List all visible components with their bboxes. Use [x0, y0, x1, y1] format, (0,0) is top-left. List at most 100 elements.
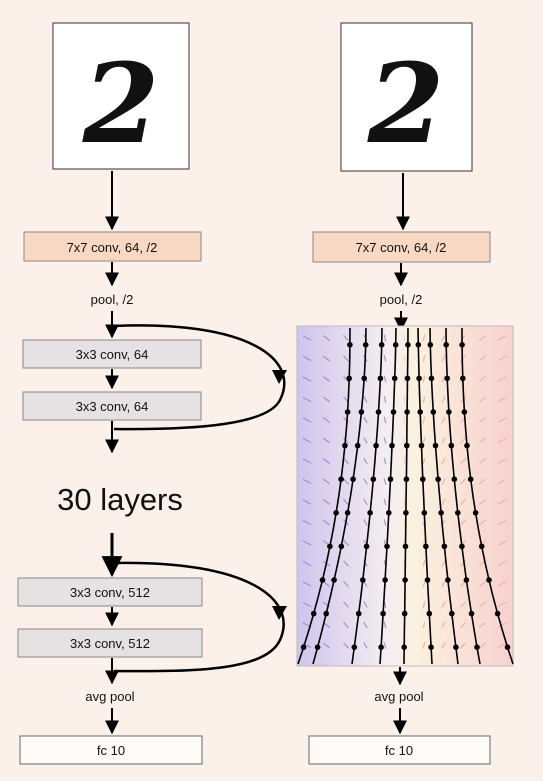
field-arrow: [343, 478, 349, 485]
trajectory-point: [455, 510, 461, 516]
trajectory-point: [421, 510, 428, 516]
trajectory-point: [449, 610, 455, 617]
field-arrow: [302, 519, 312, 526]
trajectory-point: [310, 610, 317, 617]
trajectory-point: [438, 510, 444, 516]
trajectory-point: [384, 543, 390, 550]
right-conv1-label: 7x7 conv, 64, /2: [356, 240, 447, 255]
trajectory-point: [375, 409, 382, 415]
trajectory-point: [432, 442, 439, 449]
field-arrow: [363, 519, 368, 526]
left-input-digit: 2: [82, 39, 160, 168]
field-arrow: [441, 416, 446, 424]
ode-trajectory: [417, 327, 433, 665]
field-arrow: [383, 396, 387, 403]
field-arrow: [460, 478, 466, 485]
field-arrow: [383, 519, 387, 526]
trajectory-point: [378, 644, 384, 650]
trajectory-point: [446, 409, 452, 415]
field-arrow: [322, 396, 331, 403]
field-arrow: [322, 437, 331, 444]
field-arrow: [422, 355, 426, 362]
trajectory-point: [367, 510, 373, 516]
field-arrow: [478, 581, 487, 587]
field-arrow: [460, 580, 466, 588]
field-arrow: [497, 335, 507, 341]
left-conv1-box: [23, 231, 202, 262]
field-arrow: [422, 621, 426, 629]
trajectory-point: [416, 375, 422, 382]
trajectory-point: [443, 342, 450, 348]
trajectory-point: [463, 577, 470, 583]
field-arrow: [441, 560, 446, 567]
trajectory-point: [338, 543, 345, 550]
trajectory-point: [389, 442, 395, 449]
field-arrow: [497, 458, 507, 464]
ode-trajectory: [403, 327, 409, 665]
vector-field-arrows: [302, 334, 507, 649]
field-arrow: [302, 376, 312, 382]
left-fc-box: [19, 735, 203, 765]
field-arrow: [322, 335, 331, 341]
trajectory-point: [355, 610, 362, 617]
field-arrow: [422, 642, 426, 649]
ode-trajectories: [297, 327, 514, 665]
field-arrow: [478, 355, 487, 362]
trajectory-point: [346, 375, 353, 382]
field-arrow: [302, 355, 312, 362]
field-arrow: [343, 498, 349, 506]
trajectory-point: [453, 644, 459, 650]
trajectory-point: [377, 375, 384, 382]
field-arrow: [343, 642, 349, 649]
trajectory-point: [362, 342, 369, 348]
trajectory-point: [386, 510, 392, 516]
field-arrow: [460, 621, 466, 629]
trajectory-point: [327, 543, 333, 550]
field-arrow: [460, 642, 466, 649]
trajectory-point: [461, 409, 468, 415]
field-arrow: [383, 621, 387, 629]
trajectory-point: [401, 644, 408, 650]
trajectory-point: [448, 442, 455, 449]
field-arrow: [497, 519, 507, 526]
trajectory-point: [472, 510, 479, 516]
field-arrow: [422, 396, 426, 403]
trajectory-point: [424, 577, 431, 583]
field-arrow: [363, 457, 368, 465]
field-arrow: [302, 478, 312, 485]
trajectory-point: [300, 644, 307, 650]
field-arrow: [322, 478, 331, 485]
ode-trajectory: [461, 327, 514, 665]
field-arrow: [478, 376, 487, 382]
trajectory-point: [467, 476, 474, 483]
field-arrow: [460, 437, 466, 444]
field-arrow: [441, 621, 446, 629]
field-arrow: [460, 519, 466, 526]
left-fc-label: fc 10: [97, 743, 125, 758]
left-block2-conv1-box: [17, 577, 203, 607]
field-arrow: [441, 580, 446, 588]
trajectory-point: [427, 342, 434, 348]
trajectory-point: [464, 442, 470, 449]
trajectory-point: [342, 442, 348, 449]
ode-trajectory: [312, 327, 367, 665]
trajectory-point: [403, 476, 410, 483]
field-arrow: [497, 642, 507, 649]
field-arrow: [322, 642, 331, 649]
field-arrow: [363, 498, 368, 506]
field-arrow: [497, 396, 507, 403]
field-arrow: [302, 335, 312, 341]
trajectory-point: [373, 442, 379, 449]
field-arrow: [460, 601, 466, 608]
left-block1-conv1-label: 3x3 conv, 64: [76, 347, 149, 362]
trajectory-point: [392, 342, 399, 348]
trajectory-point: [423, 543, 429, 550]
ode-trajectory: [379, 327, 397, 665]
field-arrow: [343, 601, 349, 608]
field-arrow: [383, 355, 387, 362]
field-arrow: [302, 396, 312, 403]
trajectory-point: [350, 476, 356, 483]
field-arrow: [497, 560, 507, 567]
ode-trajectory: [297, 327, 351, 665]
